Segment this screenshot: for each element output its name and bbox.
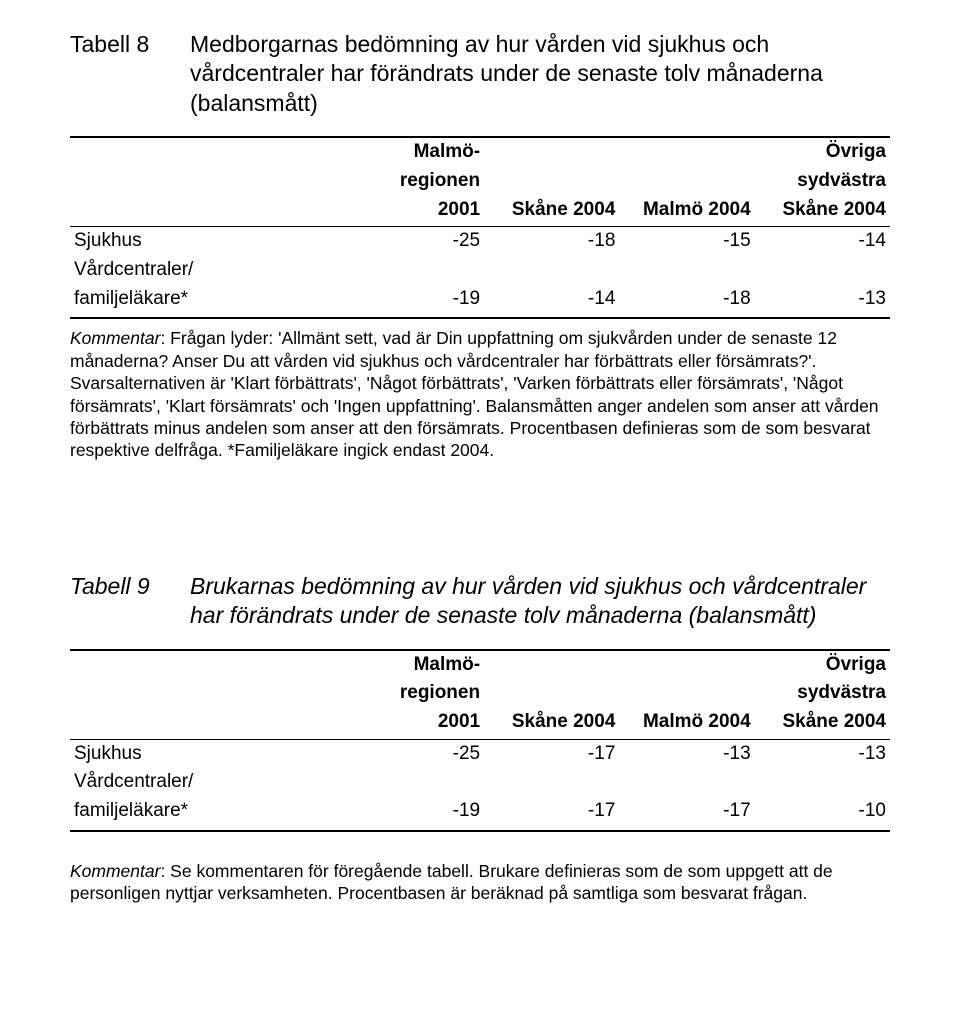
table-row: Sjukhus -25 -17 -13 -13	[70, 739, 890, 768]
table8-col2-line1	[619, 137, 754, 167]
table8-col2-line3: Malmö 2004	[619, 196, 754, 227]
table-row: Sjukhus -25 -18 -15 -14	[70, 227, 890, 256]
table8-caption: Tabell 8 Medborgarnas bedömning av hur v…	[70, 30, 890, 118]
table8-row1-v3: -13	[755, 285, 890, 319]
table8-row1-v1: -14	[484, 285, 619, 319]
table8-row1-label-line2: familjeläkare*	[70, 285, 349, 319]
table9-col2-line2	[619, 679, 754, 708]
table8-col2-line2	[619, 167, 754, 196]
table8-label: Tabell 8	[70, 30, 190, 59]
table9-head-row1: Malmö- Övriga	[70, 650, 890, 680]
table9-row0-label: Sjukhus	[70, 739, 349, 768]
table-row: Vårdcentraler/	[70, 256, 890, 285]
table9-col2-line1	[619, 650, 754, 680]
table9-col1-line2	[484, 679, 619, 708]
table8-row0-v1: -18	[484, 227, 619, 256]
table8-row0-v0: -25	[349, 227, 484, 256]
table8-head-row1: Malmö- Övriga	[70, 137, 890, 167]
table8-col3-line1: Övriga	[755, 137, 890, 167]
table9-comment: Kommentar: Se kommentaren för föregående…	[70, 860, 890, 905]
table9-row0-v3: -13	[755, 739, 890, 768]
table9-head-row2: regionen sydvästra	[70, 679, 890, 708]
table8-head: Malmö- Övriga regionen sydvästra 2001 Sk…	[70, 137, 890, 227]
document-page: Tabell 8 Medborgarnas bedömning av hur v…	[0, 0, 960, 1033]
table8-col1-line3: Skåne 2004	[484, 196, 619, 227]
table8-comment-label: Kommentar	[70, 328, 160, 348]
table9-comment-label: Kommentar	[70, 861, 160, 881]
table8-col0-line3: 2001	[349, 196, 484, 227]
table9-head: Malmö- Övriga regionen sydvästra 2001 Sk…	[70, 650, 890, 740]
table8-row1-v2: -18	[619, 285, 754, 319]
table9-row1-v0: -19	[349, 797, 484, 831]
table8-col0-line2: regionen	[349, 167, 484, 196]
table9-label: Tabell 9	[70, 572, 190, 601]
table8-comment-text: : Frågan lyder: 'Allmänt sett, vad är Di…	[70, 328, 879, 460]
table9-col1-line3: Skåne 2004	[484, 708, 619, 739]
table8-row0-label: Sjukhus	[70, 227, 349, 256]
table9-row0-v0: -25	[349, 739, 484, 768]
table8-title: Medborgarnas bedömning av hur vården vid…	[190, 30, 890, 118]
table9-col0-line3: 2001	[349, 708, 484, 739]
table9-col0-line1: Malmö-	[349, 650, 484, 680]
table8-col1-line2	[484, 167, 619, 196]
table9-row1-v2: -17	[619, 797, 754, 831]
table8-col3-line2: sydvästra	[755, 167, 890, 196]
table9-caption: Tabell 9 Brukarnas bedömning av hur vård…	[70, 572, 890, 631]
table9-col2-line3: Malmö 2004	[619, 708, 754, 739]
table9-row1-v1: -17	[484, 797, 619, 831]
table9-row0-v1: -17	[484, 739, 619, 768]
table8-row1-label-line1: Vårdcentraler/	[70, 256, 349, 285]
table9-row1-v3: -10	[755, 797, 890, 831]
table8-body: Sjukhus -25 -18 -15 -14 Vårdcentraler/ f…	[70, 227, 890, 319]
table9-row1-label-line2: familjeläkare*	[70, 797, 349, 831]
table8-head-row3: 2001 Skåne 2004 Malmö 2004 Skåne 2004	[70, 196, 890, 227]
table8: Malmö- Övriga regionen sydvästra 2001 Sk…	[70, 136, 890, 319]
table8-row0-v3: -14	[755, 227, 890, 256]
table9-title: Brukarnas bedömning av hur vården vid sj…	[190, 572, 890, 631]
table9-col3-line2: sydvästra	[755, 679, 890, 708]
table-row: familjeläkare* -19 -17 -17 -10	[70, 797, 890, 831]
table-row: familjeläkare* -19 -14 -18 -13	[70, 285, 890, 319]
table8-col1-line1	[484, 137, 619, 167]
table8-head-row2: regionen sydvästra	[70, 167, 890, 196]
table8-block: Tabell 8 Medborgarnas bedömning av hur v…	[70, 30, 890, 462]
table9: Malmö- Övriga regionen sydvästra 2001 Sk…	[70, 649, 890, 832]
table8-row0-v2: -15	[619, 227, 754, 256]
table8-comment: Kommentar: Frågan lyder: 'Allmänt sett, …	[70, 327, 890, 461]
table9-body: Sjukhus -25 -17 -13 -13 Vårdcentraler/ f…	[70, 739, 890, 831]
table9-head-row3: 2001 Skåne 2004 Malmö 2004 Skåne 2004	[70, 708, 890, 739]
table9-col3-line3: Skåne 2004	[755, 708, 890, 739]
table9-block: Tabell 9 Brukarnas bedömning av hur vård…	[70, 572, 890, 905]
table9-row1-label-line1: Vårdcentraler/	[70, 768, 349, 797]
table8-head-blank	[70, 137, 349, 167]
table8-col0-line1: Malmö-	[349, 137, 484, 167]
table-row: Vårdcentraler/	[70, 768, 890, 797]
table8-row1-v0: -19	[349, 285, 484, 319]
table9-col3-line1: Övriga	[755, 650, 890, 680]
table9-col0-line2: regionen	[349, 679, 484, 708]
table9-col1-line1	[484, 650, 619, 680]
table9-comment-text: : Se kommentaren för föregående tabell. …	[70, 861, 833, 903]
table8-col3-line3: Skåne 2004	[755, 196, 890, 227]
table9-row0-v2: -13	[619, 739, 754, 768]
